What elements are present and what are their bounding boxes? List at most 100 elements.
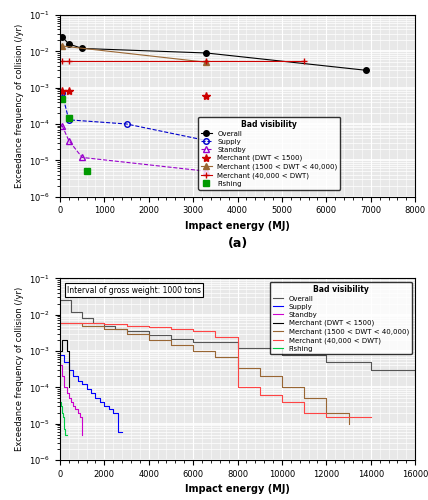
Standby [204,168,209,174]
Merchant (DWT < 1500) [66,384,71,390]
Fishing [84,168,89,174]
Supply [80,382,85,388]
Overall [146,332,152,338]
Standby [75,410,80,416]
Merchant (1500 < DWT < 40,000) [302,396,307,402]
Supply [66,367,71,373]
Standby [80,154,85,160]
Line: Fishing: Fishing [60,402,67,434]
Supply [119,428,125,434]
Line: Merchant (40,000 < DWT): Merchant (40,000 < DWT) [60,323,371,418]
Supply [115,428,120,434]
Overall [324,359,329,365]
Fishing [61,414,66,420]
Standby [59,374,65,380]
Merchant (1500 < DWT < 40,000) [257,374,262,380]
Line: Merchant (1500 < DWT < 40,000): Merchant (1500 < DWT < 40,000) [59,43,209,65]
Fishing [64,432,69,438]
Text: Interval of gross weight: 1000 tons: Interval of gross weight: 1000 tons [67,286,201,294]
Legend: Overall, Supply, Standby, Merchant (DWT < 1500), Merchant (1500 < DWT < 40,000),: Overall, Supply, Standby, Merchant (DWT … [270,282,412,354]
Supply [62,359,67,365]
Overall [413,374,418,380]
Supply [59,90,65,96]
Fishing [66,114,71,120]
Text: (a): (a) [227,236,248,250]
Merchant (1500 < DWT < 40,000) [190,348,196,354]
Merchant (DWT < 1500) [59,88,65,94]
Supply [97,399,102,405]
Line: Standby: Standby [60,366,82,434]
Overall [168,336,173,342]
Merchant (40,000 < DWT) [168,326,173,332]
Standby [66,396,71,402]
Merchant (1500 < DWT < 40,000) [68,320,74,326]
Merchant (1500 < DWT < 40,000) [204,60,209,66]
Merchant (40,000 < DWT) [124,322,129,328]
Merchant (1500 < DWT < 40,000) [102,326,107,332]
Merchant (40,000 < DWT) [190,328,196,334]
Supply [204,138,209,143]
Line: Standby: Standby [59,123,209,174]
Overall [368,367,373,373]
Standby [57,362,62,368]
Supply [75,378,80,384]
Line: Merchant (DWT < 1500): Merchant (DWT < 1500) [60,340,69,388]
Supply [57,352,62,358]
Standby [68,399,74,405]
Merchant (DWT < 1500) [57,348,62,354]
Merchant (1500 < DWT < 40,000) [57,320,62,326]
Line: Merchant (40,000 < DWT): Merchant (40,000 < DWT) [59,58,308,64]
X-axis label: Impact energy (MJ): Impact energy (MJ) [185,221,290,231]
Supply [84,386,89,392]
Overall [279,352,285,358]
Fishing [63,432,68,438]
Supply [66,117,71,123]
Overall [59,34,65,40]
Merchant (40,000 < DWT) [66,58,71,64]
Fishing [59,404,64,409]
Standby [59,122,65,128]
Supply [71,374,76,380]
Merchant (40,000 < DWT) [257,392,262,398]
Y-axis label: Exceedance frequency of collision (/yr): Exceedance frequency of collision (/yr) [15,287,24,452]
Merchant (1500 < DWT < 40,000) [213,354,218,360]
Overall [80,315,85,321]
Supply [106,406,111,412]
Line: Supply: Supply [60,354,122,432]
Standby [80,432,85,438]
Standby [73,406,78,412]
Overall [68,309,74,315]
Merchant (40,000 < DWT) [213,334,218,340]
Standby [77,414,83,420]
Supply [93,396,98,402]
Standby [66,138,71,143]
Merchant (1500 < DWT < 40,000) [124,330,129,336]
Merchant (40,000 < DWT) [235,384,240,390]
Merchant (1500 < DWT < 40,000) [80,322,85,328]
Overall [124,328,129,334]
Fishing [57,399,62,405]
Merchant (DWT < 1500) [64,348,69,354]
Standby [71,404,76,409]
Merchant (1500 < DWT < 40,000) [324,410,329,416]
Line: Supply: Supply [59,90,209,144]
Merchant (40,000 < DWT) [302,58,307,64]
Line: Merchant (DWT < 1500): Merchant (DWT < 1500) [58,87,211,100]
Fishing [59,96,65,102]
Overall [102,322,107,328]
Overall [66,41,71,47]
Supply [102,404,107,409]
Merchant (DWT < 1500) [66,88,71,94]
Merchant (40,000 < DWT) [59,58,65,64]
Line: Overall: Overall [59,34,369,73]
Merchant (1500 < DWT < 40,000) [235,364,240,370]
Merchant (40,000 < DWT) [368,414,373,420]
Overall [113,326,118,332]
Standby [62,384,67,390]
Overall [80,46,85,52]
Overall [204,50,209,56]
Line: Overall: Overall [60,300,415,376]
Y-axis label: Exceedance frequency of collision (/yr): Exceedance frequency of collision (/yr) [15,24,24,188]
Merchant (40,000 < DWT) [146,324,152,330]
Fishing [62,426,67,432]
